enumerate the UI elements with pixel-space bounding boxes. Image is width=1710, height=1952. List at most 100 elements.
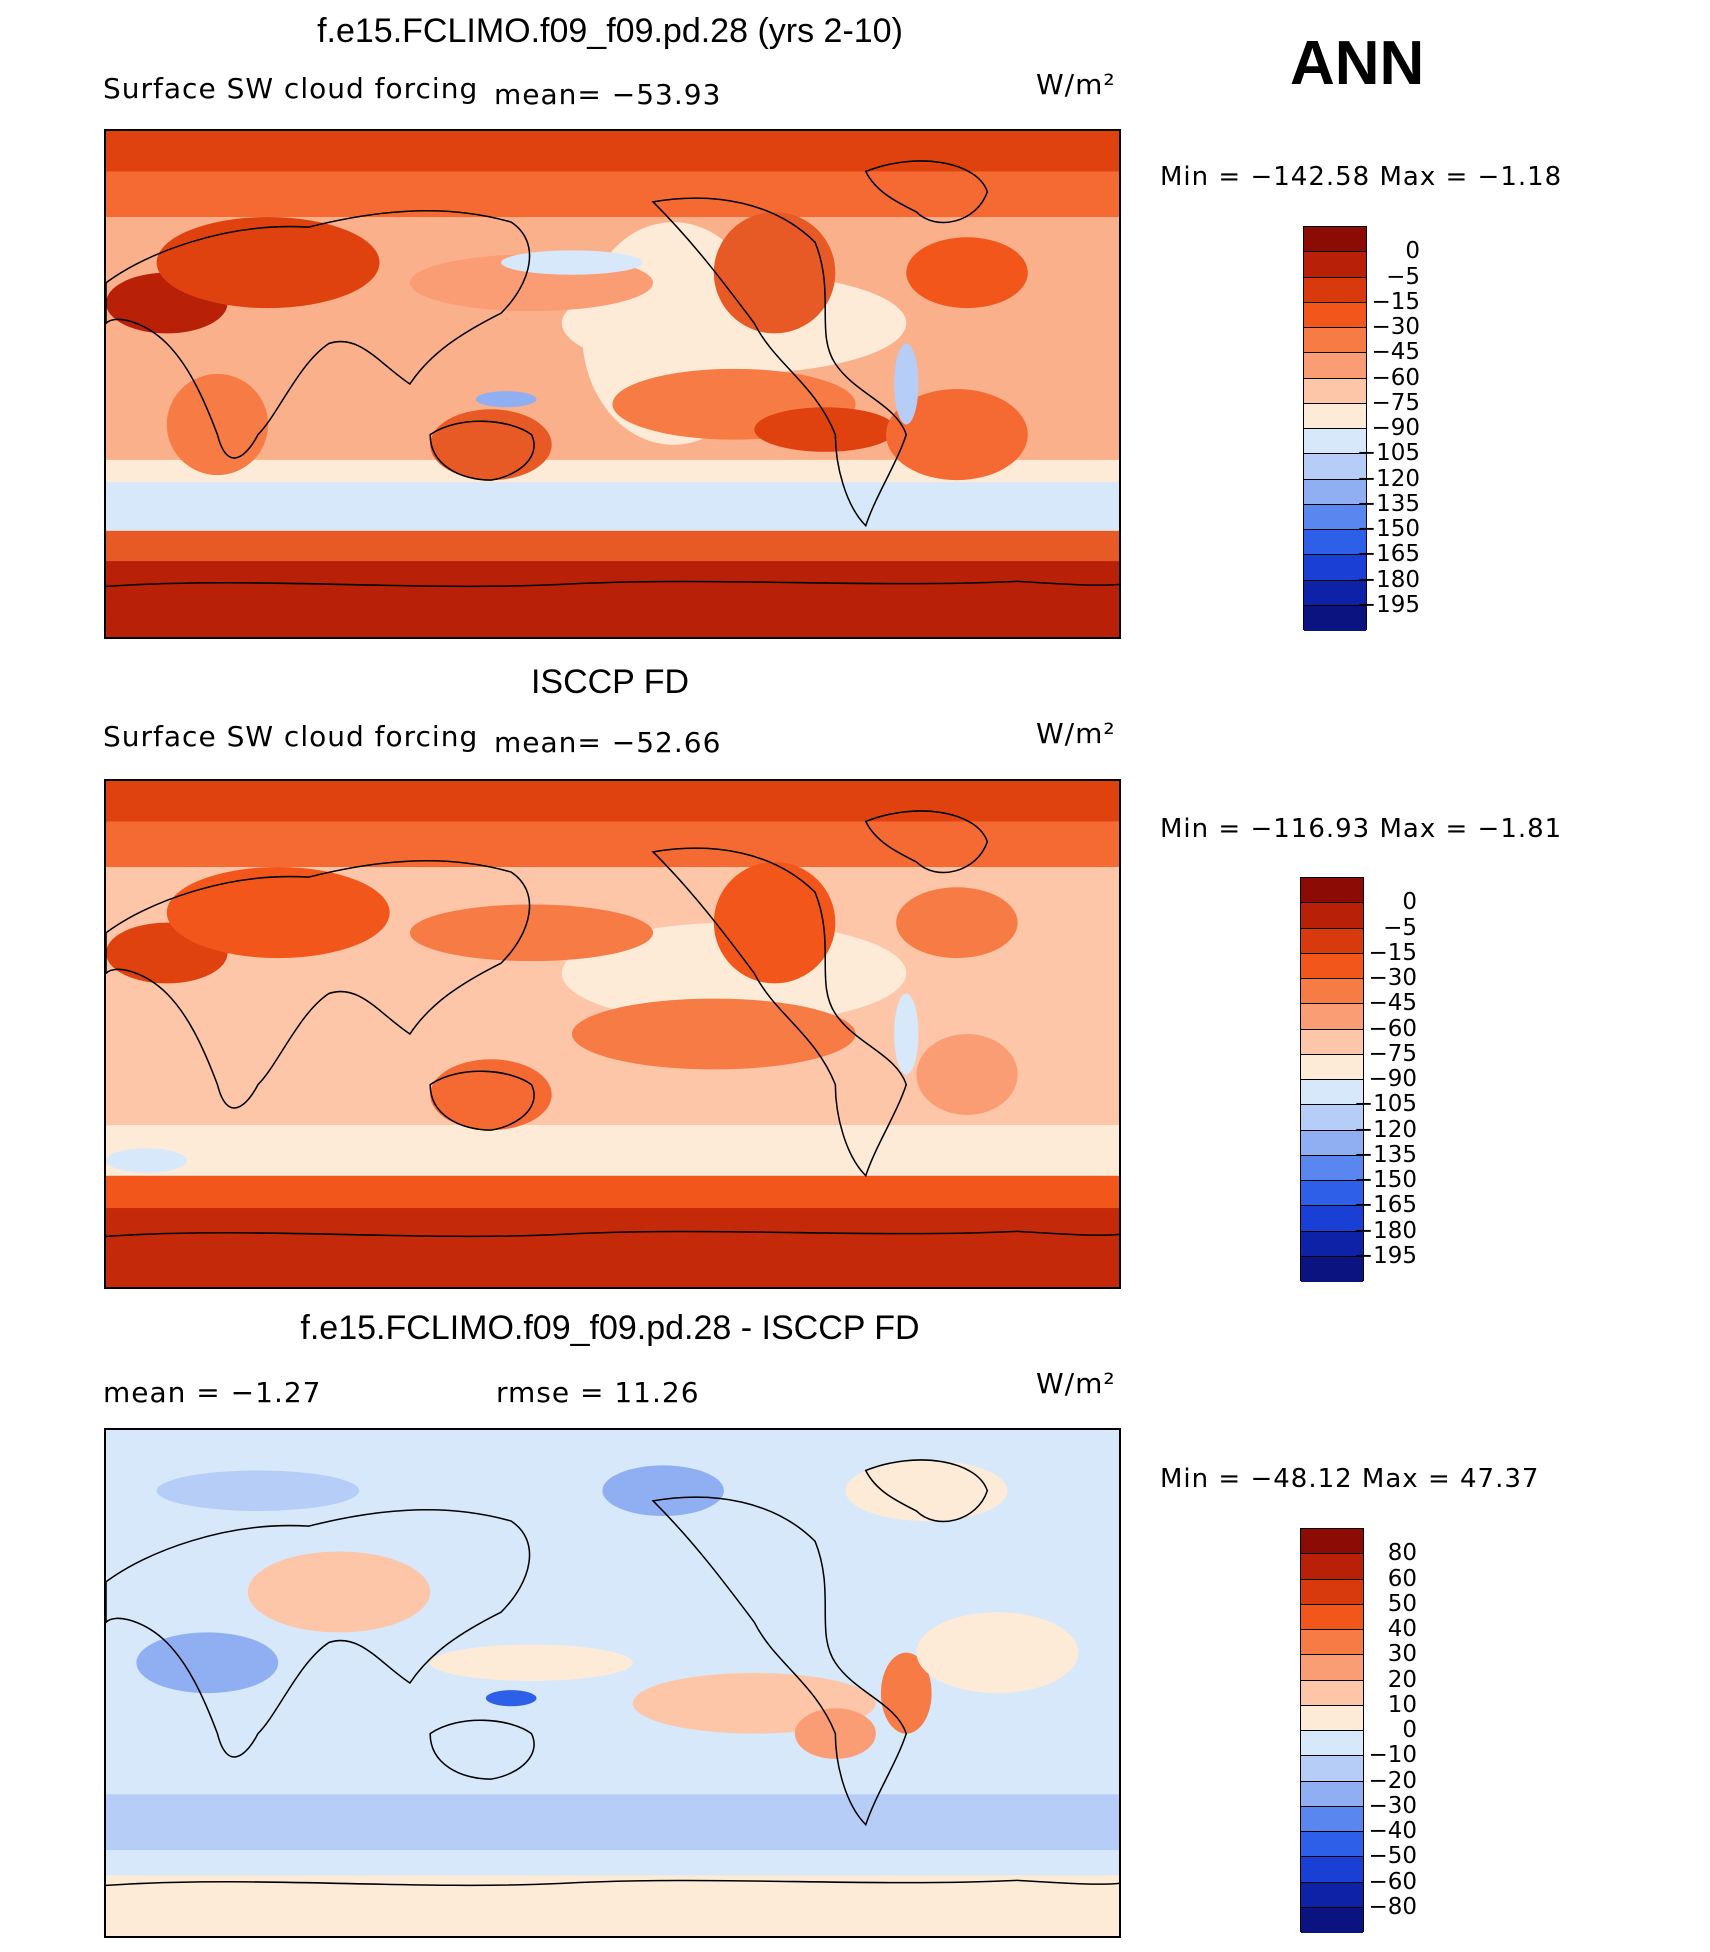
colorbar-swatch	[1301, 1004, 1363, 1030]
colorbar-tick-label: −105	[1356, 440, 1420, 467]
colorbar-tick-label: −40	[1368, 1818, 1417, 1844]
colorbar-tick-label: −90	[1371, 415, 1420, 441]
colorbar-swatch	[1301, 1781, 1363, 1807]
colorbar-tick-label: −135	[1356, 490, 1420, 517]
panel-3-mean-label: mean = −1.27	[103, 1376, 322, 1409]
colorbar-swatch	[1304, 252, 1366, 278]
colorbar-swatch	[1301, 1080, 1363, 1106]
colorbar-swatch	[1301, 1206, 1363, 1232]
colorbar-swatch	[1304, 353, 1366, 379]
colorbar-tick-label: −195	[1356, 591, 1420, 618]
panel-1-map-field	[106, 131, 1119, 637]
colorbar-swatch	[1301, 1882, 1363, 1908]
panel-3-colorbar	[1300, 1528, 1364, 1933]
colorbar-tick-label: 50	[1387, 1590, 1417, 1617]
panel-3-map-field	[106, 1430, 1119, 1936]
panel-1-colorbar	[1303, 226, 1367, 631]
colorbar-tick-label: −60	[1368, 1868, 1417, 1895]
colorbar-tick-label: −165	[1353, 1192, 1417, 1219]
colorbar-swatch	[1304, 227, 1366, 253]
colorbar-swatch	[1304, 302, 1366, 328]
colorbar-tick-label: 40	[1387, 1616, 1417, 1642]
colorbar-tick-label: −180	[1356, 566, 1420, 593]
season-label: ANN	[1290, 29, 1425, 98]
colorbar-swatch	[1301, 1705, 1363, 1731]
colorbar-tick-label: −30	[1371, 314, 1420, 340]
colorbar-tick-label: −20	[1368, 1767, 1417, 1794]
colorbar-tick-label: −45	[1371, 339, 1420, 366]
colorbar-swatch	[1304, 429, 1366, 455]
colorbar-tick-label: −90	[1368, 1066, 1417, 1092]
panel-2-colorbar	[1300, 877, 1364, 1282]
colorbar-swatch	[1301, 878, 1363, 904]
colorbar-tick-label: −150	[1356, 516, 1420, 542]
colorbar-tick-label: 10	[1387, 1691, 1417, 1718]
colorbar-swatch	[1301, 1731, 1363, 1757]
colorbar-swatch	[1304, 504, 1366, 530]
colorbar-tick-label: −105	[1353, 1091, 1417, 1118]
colorbar-tick-label: −30	[1368, 965, 1417, 991]
colorbar-swatch	[1301, 1105, 1363, 1131]
colorbar-swatch	[1304, 580, 1366, 606]
colorbar-swatch	[1301, 1857, 1363, 1883]
colorbar-tick-label: −15	[1371, 288, 1420, 315]
colorbar-swatch	[1301, 928, 1363, 954]
colorbar-tick-label: −75	[1368, 1040, 1417, 1067]
colorbar-tick-label: −195	[1353, 1242, 1417, 1269]
colorbar-tick-label: −15	[1368, 939, 1417, 966]
colorbar-swatch	[1301, 1630, 1363, 1656]
colorbar-tick-label: −135	[1353, 1141, 1417, 1168]
panel-2-title: ISCCP FD	[530, 663, 690, 701]
panel-2-units: W/m²	[1036, 717, 1116, 750]
colorbar-swatch	[1304, 555, 1366, 581]
colorbar-swatch	[1301, 1756, 1363, 1782]
colorbar-tick-label: 0	[1402, 1717, 1417, 1743]
panel-2-map	[104, 779, 1121, 1289]
panel-1-min-max: Min = −142.58 Max = −1.18	[1160, 162, 1563, 192]
colorbar-swatch	[1304, 479, 1366, 505]
colorbar-swatch	[1304, 530, 1366, 556]
colorbar-tick-label: 0	[1402, 889, 1417, 916]
colorbar-swatch	[1301, 1907, 1363, 1933]
colorbar-swatch	[1301, 1680, 1363, 1706]
panel-2-mean-label: mean= −52.66	[494, 726, 722, 759]
colorbar-tick-label: 80	[1387, 1540, 1417, 1567]
colorbar-swatch	[1304, 378, 1366, 404]
colorbar-tick-label: −5	[1383, 914, 1417, 941]
colorbar-swatch	[1301, 1579, 1363, 1605]
colorbar-tick-label: 20	[1387, 1666, 1417, 1693]
colorbar-tick-label: 0	[1405, 238, 1420, 265]
panel-3-map	[104, 1428, 1121, 1938]
colorbar-swatch	[1301, 903, 1363, 929]
colorbar-swatch	[1301, 979, 1363, 1005]
colorbar-tick-label: −150	[1353, 1167, 1417, 1193]
colorbar-swatch	[1304, 454, 1366, 480]
panel-3-min-max: Min = −48.12 Max = 47.37	[1160, 1464, 1540, 1494]
panel-2-map-field	[106, 781, 1119, 1287]
panel-3-units: W/m²	[1036, 1367, 1116, 1400]
colorbar-swatch	[1301, 1655, 1363, 1681]
panel-1-variable-label: Surface SW cloud forcing	[103, 72, 479, 105]
colorbar-swatch	[1301, 1231, 1363, 1257]
colorbar-tick-label: 60	[1387, 1565, 1417, 1592]
panel-1-units: W/m²	[1036, 68, 1116, 101]
colorbar-tick-label: −120	[1356, 465, 1420, 492]
colorbar-swatch	[1301, 1181, 1363, 1207]
colorbar-swatch	[1301, 1054, 1363, 1080]
colorbar-swatch	[1301, 1130, 1363, 1156]
colorbar-swatch	[1301, 1256, 1363, 1282]
colorbar-tick-label: −50	[1368, 1843, 1417, 1870]
colorbar-swatch	[1304, 328, 1366, 354]
colorbar-swatch	[1301, 1529, 1363, 1555]
colorbar-tick-label: −80	[1368, 1893, 1417, 1920]
colorbar-tick-label: −75	[1371, 389, 1420, 416]
panel-1-mean-label: mean= −53.93	[494, 78, 722, 111]
colorbar-tick-label: −10	[1368, 1742, 1417, 1769]
colorbar-tick-label: −120	[1353, 1116, 1417, 1143]
colorbar-swatch	[1301, 1806, 1363, 1832]
panel-3-rmse-label: rmse = 11.26	[496, 1376, 700, 1409]
panel-2-variable-label: Surface SW cloud forcing	[103, 720, 479, 753]
colorbar-swatch	[1301, 1155, 1363, 1181]
panel-1-map	[104, 129, 1121, 639]
colorbar-tick-label: −165	[1356, 541, 1420, 568]
